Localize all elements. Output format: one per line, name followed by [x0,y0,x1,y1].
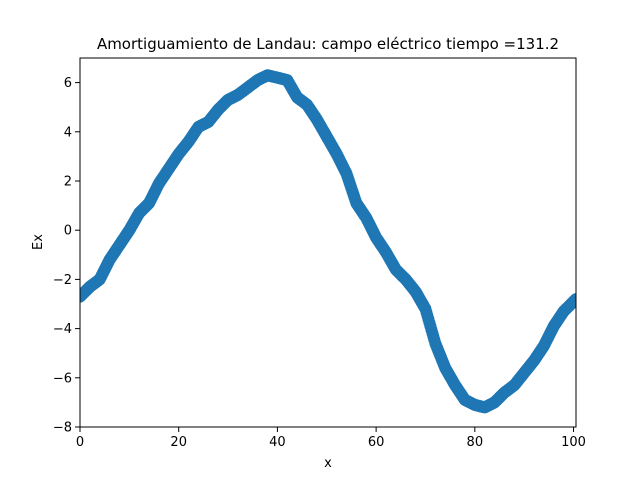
x-axis: 0 20 40 60 80 100 [76,427,586,450]
y-axis: −8 −6 −4 −2 0 2 4 6 [53,76,80,436]
y-tick-label: 2 [64,175,72,190]
y-axis-label: Ex [31,234,46,250]
plot-frame [79,57,577,428]
x-tick-label: 40 [269,435,286,450]
series-layer [80,69,576,414]
plot-area [80,69,576,414]
y-tick-label: −6 [53,371,72,386]
chart-title: Amortiguamiento de Landau: campo eléctri… [97,35,559,53]
x-tick-label: 0 [76,435,84,450]
y-tick-label: 6 [64,76,72,91]
x-tick-label: 60 [368,435,385,450]
y-tick-label: −8 [53,421,72,436]
x-tick-label: 20 [170,435,187,450]
y-tick-label: −4 [53,322,72,337]
y-tick-label: 0 [64,224,72,239]
series-markers [80,69,576,414]
x-tick-label: 80 [467,435,484,450]
data-point [570,293,576,306]
y-tick-label: −2 [53,273,72,288]
x-tick-label: 100 [561,435,586,450]
y-tick-label: 4 [64,125,72,140]
x-axis-label: x [324,456,332,471]
